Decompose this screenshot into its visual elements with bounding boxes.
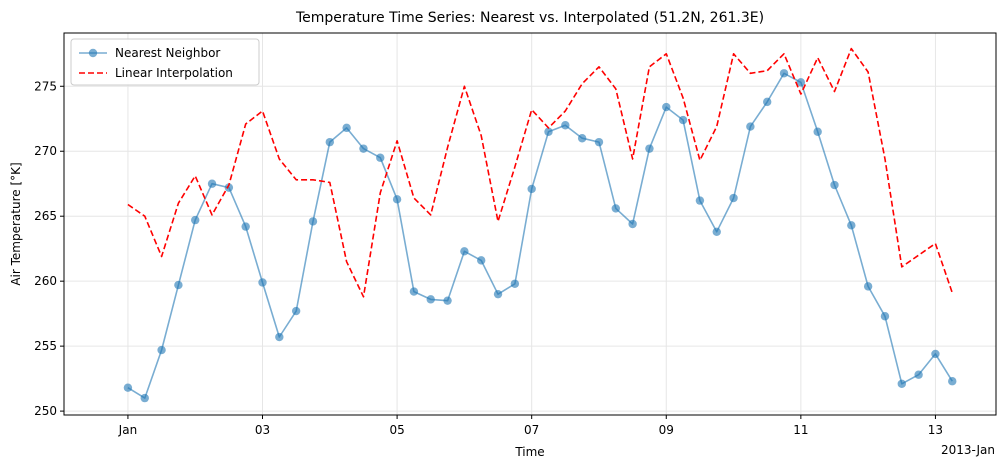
data-point [847,221,856,230]
data-point [880,312,890,321]
data-point [561,121,570,130]
legend-box [70,38,260,86]
y-axis: 250 255 260 265 270 275 [34,79,64,418]
y-axis-label: Air Temperature [°K] [9,162,23,285]
data-point [392,195,402,204]
data-point [157,345,166,355]
data-point [325,137,335,147]
data-point [594,137,604,147]
legend-label-1: Nearest Neighbor [115,46,220,60]
legend-label-2: Linear Interpolation [115,66,233,80]
x-tick-label: 05 [389,423,404,437]
data-point [712,227,721,236]
legend-marker-1 [88,48,98,58]
data-point [796,78,806,87]
data-point [191,215,200,225]
series-line-1 [127,72,953,399]
data-point [258,278,267,287]
data-point [527,184,536,194]
data-point [948,377,957,386]
data-point [645,144,654,153]
data-point [308,217,318,226]
data-point [443,296,452,305]
x-tick-label: 13 [928,423,943,437]
x-tick-label: 11 [793,423,808,437]
data-point [763,97,772,107]
y-tick-label: 260 [34,274,57,288]
y-tick-label: 265 [34,209,57,223]
data-point [863,282,873,291]
data-point [140,393,149,403]
data-point [695,196,705,205]
data-point [746,122,755,131]
data-point [224,183,234,192]
data-point [493,289,503,299]
x-tick-label: Jan [118,423,138,437]
x-axis: Jan 03 05 07 09 11 13 [118,415,943,437]
y-tick-label: 250 [34,404,57,418]
data-point [426,295,435,304]
x-axis-offset-label: 2013-Jan [941,443,995,457]
data-point [123,383,133,392]
data-point [628,219,637,229]
grid [64,33,996,415]
data-point [897,379,906,389]
x-tick-label: 03 [255,423,270,437]
y-tick-label: 275 [34,79,57,93]
data-point [779,69,789,78]
data-point [342,123,351,133]
data-point [678,115,688,125]
data-point [275,332,284,342]
data-point [813,127,822,136]
series-layer [123,47,957,403]
data-point [409,287,419,296]
data-point [359,144,368,153]
data-point [544,127,553,136]
x-axis-label: Time [514,445,544,459]
data-point [174,280,183,290]
data-point [729,193,738,203]
legend: Nearest Neighbor Linear Interpolation [70,38,260,86]
data-point [830,180,839,190]
data-point [207,179,217,188]
y-tick-label: 255 [34,339,57,353]
plot-frame [63,32,997,416]
data-point [477,256,486,265]
data-point [577,134,587,143]
data-point [241,222,250,231]
data-point [611,204,620,213]
data-point [376,153,385,162]
y-tick-label: 270 [34,144,57,158]
data-point [510,279,520,288]
x-tick-label: 09 [659,423,674,437]
data-point [931,349,940,359]
series-line-2 [127,47,954,298]
x-tick-label: 07 [524,423,539,437]
data-point [662,102,671,112]
data-point [291,306,301,316]
chart-title: Temperature Time Series: Nearest vs. Int… [295,10,764,26]
data-point [460,247,469,256]
data-point [914,370,923,379]
